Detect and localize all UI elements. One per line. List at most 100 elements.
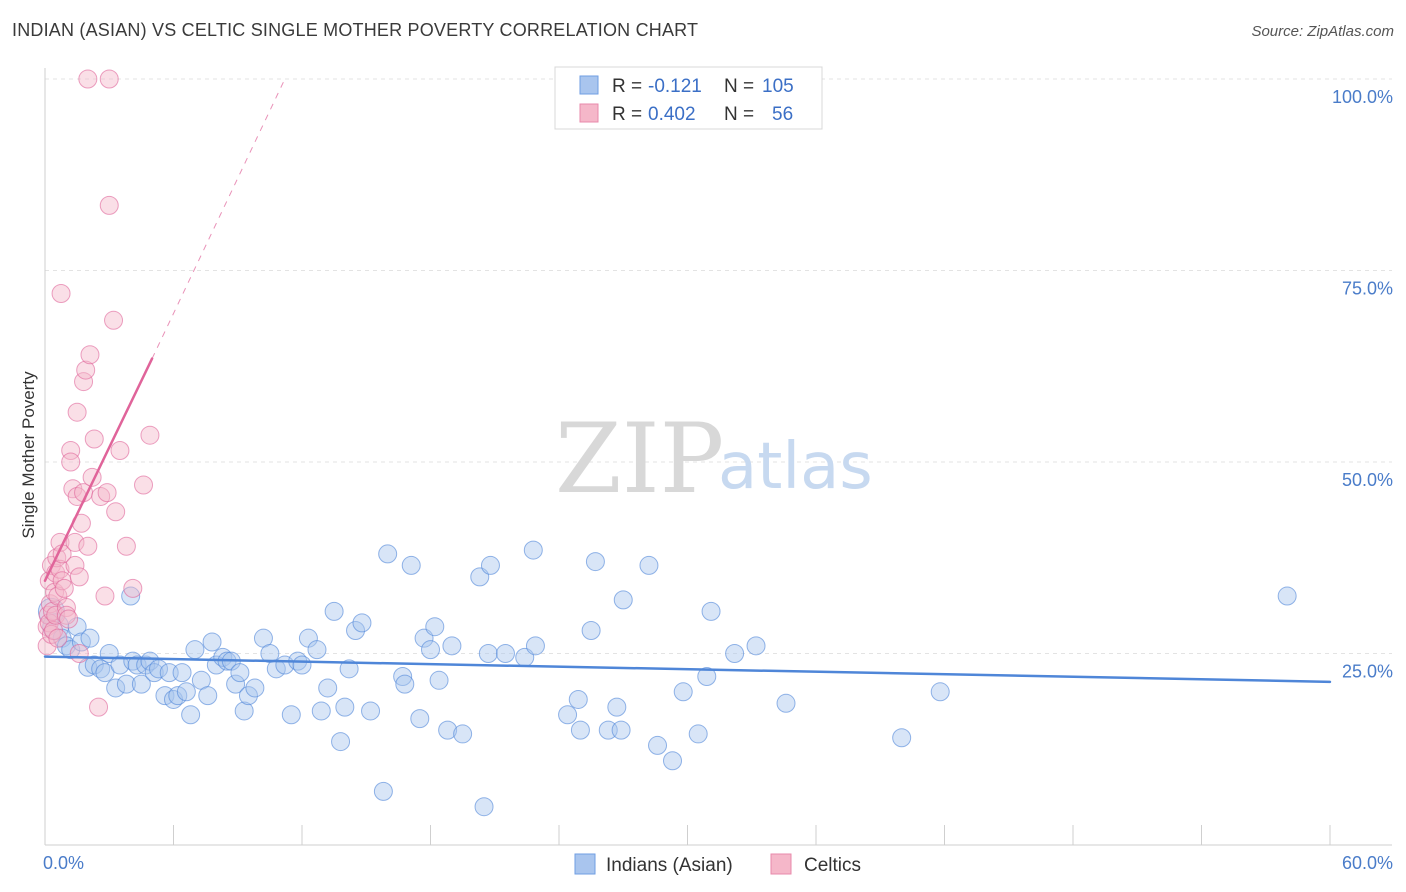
data-point xyxy=(378,544,398,564)
data-point xyxy=(292,655,312,675)
data-point xyxy=(930,682,950,702)
legend-r-value-2: 0.402 xyxy=(648,104,696,125)
data-point xyxy=(116,674,136,694)
data-point xyxy=(99,69,119,89)
data-point xyxy=(438,720,458,740)
data-point xyxy=(318,678,338,698)
data-point xyxy=(45,582,65,602)
data-point xyxy=(525,636,545,656)
data-point xyxy=(570,720,590,740)
data-point xyxy=(581,621,601,641)
data-point xyxy=(97,483,117,503)
data-point xyxy=(429,670,449,690)
data-point xyxy=(78,69,98,89)
data-point xyxy=(324,601,344,621)
bottom-legend-swatch-blue xyxy=(574,853,596,875)
data-point xyxy=(56,598,76,618)
data-point xyxy=(110,441,130,461)
data-point xyxy=(65,555,85,575)
data-point xyxy=(76,360,96,380)
legend-r-value-1: -0.121 xyxy=(648,76,702,97)
data-point xyxy=(99,195,119,215)
data-point xyxy=(425,617,445,637)
x-tick-label-min: 0.0% xyxy=(43,853,84,873)
watermark-atlas: atlas xyxy=(718,430,873,504)
data-point xyxy=(331,732,351,752)
legend-swatch-pink xyxy=(579,103,599,123)
data-point xyxy=(373,781,393,801)
data-point xyxy=(352,613,372,633)
data-point xyxy=(54,578,74,598)
trend-line-extension-1 xyxy=(151,78,286,359)
data-point xyxy=(181,705,201,725)
data-point xyxy=(346,621,366,641)
data-point xyxy=(134,475,154,495)
data-point xyxy=(185,640,205,660)
data-point xyxy=(106,678,126,698)
data-point xyxy=(74,372,94,392)
data-point xyxy=(585,552,605,572)
bottom-legend: Indians (Asian) Celtics xyxy=(574,853,861,876)
data-point xyxy=(123,578,143,598)
data-point xyxy=(611,720,631,740)
data-point xyxy=(95,663,115,683)
y-axis-label: Single Mother Poverty xyxy=(19,371,38,539)
data-point xyxy=(892,728,912,748)
data-point xyxy=(421,640,440,660)
legend-swatch-blue xyxy=(579,75,599,95)
data-point xyxy=(65,532,85,552)
data-point xyxy=(121,586,141,606)
data-point xyxy=(198,686,218,706)
data-point xyxy=(697,666,717,686)
data-point xyxy=(48,628,68,648)
data-point xyxy=(648,735,668,755)
data-point xyxy=(80,628,100,648)
data-point xyxy=(311,701,331,721)
data-point xyxy=(104,310,124,330)
data-point xyxy=(607,697,627,717)
data-point xyxy=(474,797,494,817)
data-point xyxy=(393,666,413,686)
legend-n-label-1: N = xyxy=(724,76,754,97)
gridlines xyxy=(45,78,1392,654)
data-point xyxy=(116,536,136,556)
data-point xyxy=(67,402,87,422)
data-point xyxy=(725,644,745,663)
data-point xyxy=(40,594,60,614)
x-tick-label-max: 60.0% xyxy=(1342,853,1393,873)
legend-n-value-2: 56 xyxy=(772,104,793,125)
data-point xyxy=(106,502,126,522)
data-point xyxy=(245,678,265,698)
legend-box: R = -0.121 N = 105 R = 0.402 N = 56 xyxy=(554,66,823,130)
legend-n-value-1: 105 xyxy=(762,76,794,97)
data-point xyxy=(131,674,151,694)
data-point xyxy=(395,674,415,694)
data-point xyxy=(335,697,355,717)
data-point xyxy=(442,636,462,656)
data-point xyxy=(480,555,500,575)
legend-r-label-2: R = xyxy=(612,104,642,125)
y-tick-label: 100.0% xyxy=(1332,87,1393,107)
data-point xyxy=(746,636,766,656)
data-point xyxy=(776,693,796,713)
data-point xyxy=(110,655,130,675)
data-point xyxy=(281,705,301,725)
data-point xyxy=(61,441,81,461)
data-point xyxy=(172,663,192,683)
watermark-zip: ZIP xyxy=(555,403,724,515)
watermark: ZIP atlas xyxy=(555,403,873,515)
legend-r-label-1: R = xyxy=(612,76,642,97)
data-point xyxy=(410,709,430,729)
data-point xyxy=(453,724,473,744)
data-point xyxy=(69,567,89,587)
data-point xyxy=(230,663,250,683)
data-point xyxy=(51,283,71,303)
y-tick-label: 50.0% xyxy=(1342,470,1393,490)
bottom-legend-label-2: Celtics xyxy=(804,855,861,876)
y-tick-label: 75.0% xyxy=(1342,279,1393,299)
data-point xyxy=(226,674,246,694)
data-point xyxy=(478,644,498,663)
data-point xyxy=(568,689,588,709)
data-point xyxy=(495,644,515,663)
axes xyxy=(44,68,1392,846)
